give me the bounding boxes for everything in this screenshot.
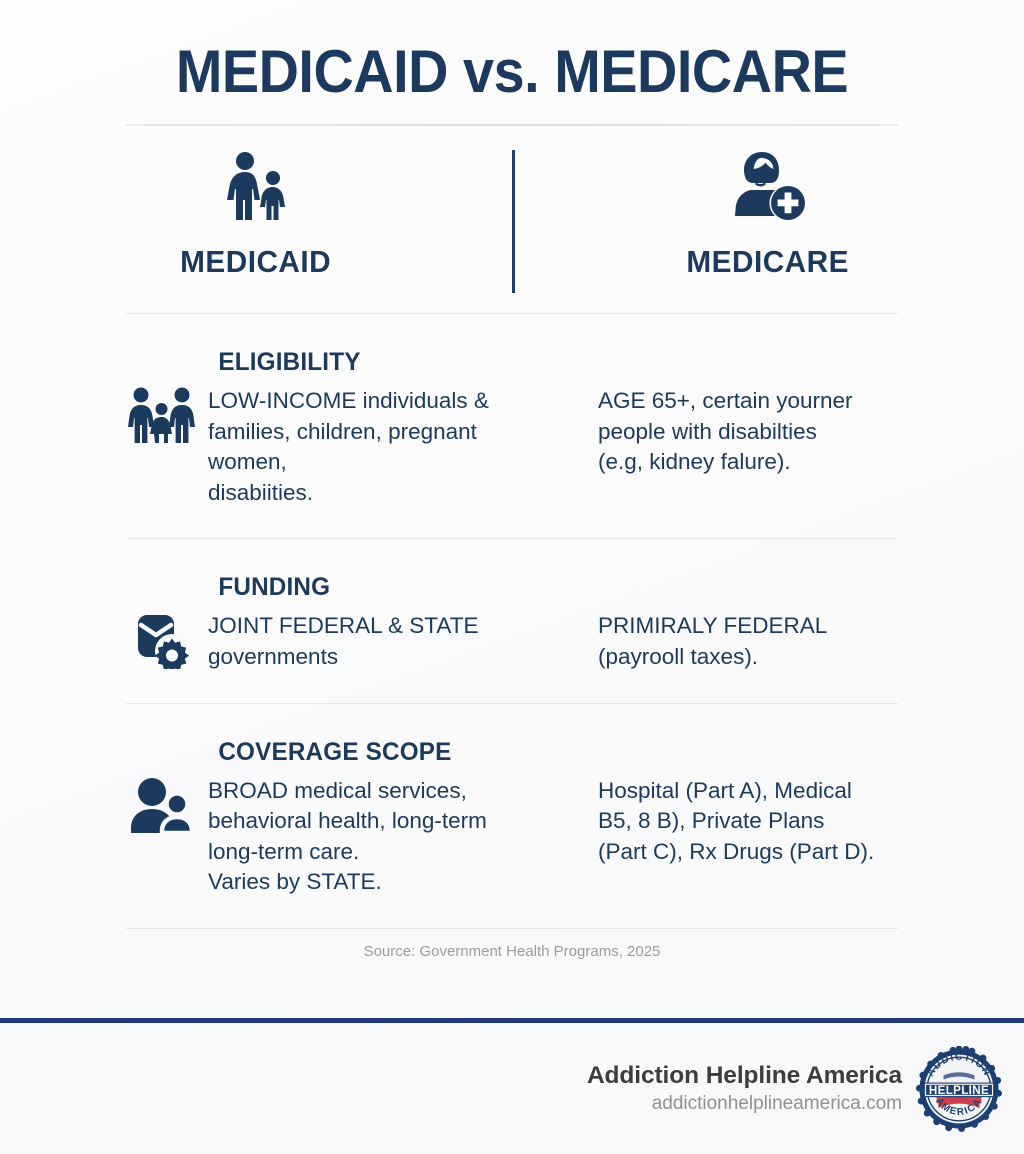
- addiction-helpline-america-seal-logo[interactable]: ADDICTION AMERICA HELPLINE: [916, 1045, 1002, 1132]
- row-cells-coverage-scope: BROAD medical services, behavioral healt…: [208, 776, 898, 898]
- footer-divider-bar: [0, 1018, 1024, 1023]
- title-underline-rule: [126, 124, 898, 126]
- row-title-funding: FUNDING: [218, 573, 331, 602]
- divider-below-headers: [126, 313, 898, 314]
- row-cells-funding: JOINT FEDERAL & STATE governments PRIMIR…: [208, 611, 898, 672]
- cell-funding-medicare: PRIMIRALY FEDERAL (payrooll taxes).: [598, 613, 828, 669]
- cell-coverage-scope-medicaid: BROAD medical services, behavioral healt…: [208, 777, 487, 895]
- divider-above-source: [126, 927, 898, 929]
- mother-and-child-icon: [217, 148, 295, 226]
- title-block: MEDICAID vs. MEDICARE: [0, 0, 1024, 126]
- brand-name: Addiction Helpline America: [586, 1062, 902, 1089]
- row-cells-eligibility: LOW-INCOME individuals & families, child…: [208, 386, 898, 508]
- cell-eligibility-medicaid: LOW-INCOME individuals & families, child…: [208, 388, 489, 505]
- brand-url[interactable]: addictionhelplineamerica.com: [651, 1093, 902, 1114]
- divider-after-funding: [126, 702, 898, 704]
- column-vertical-divider: [512, 150, 515, 293]
- briefcase-gear-icon: [126, 611, 198, 673]
- cell-funding-medicaid: JOINT FEDERAL & STATE governments: [208, 613, 479, 669]
- family-group-icon: [126, 386, 198, 448]
- column-label-medicare: MEDICARE: [686, 244, 850, 279]
- senior-with-medical-plus-icon: [728, 148, 808, 226]
- comparison-row-funding: FUNDING JOINT FEDERAL & STATE government…: [126, 539, 898, 702]
- column-headers: MEDICAID MEDICARE: [0, 148, 1024, 298]
- divider-after-eligibility: [126, 538, 898, 540]
- column-label-medicaid: MEDICAID: [180, 244, 332, 279]
- column-header-medicaid: MEDICAID: [0, 148, 512, 298]
- row-title-coverage-scope: COVERAGE SCOPE: [218, 737, 452, 766]
- comparison-row-eligibility: ELIGIBILITY LOW-INCOME individuals & fam…: [126, 314, 898, 538]
- cell-coverage-scope-medicare: Hospital (Part A), Medical B5, 8 B), Pri…: [598, 777, 875, 864]
- row-title-eligibility: ELIGIBILITY: [218, 348, 361, 376]
- footer-brand-text: Addiction Helpline America addictionhelp…: [587, 1062, 916, 1115]
- comparison-row-coverage-scope: COVERAGE SCOPE BROAD medical services, b…: [126, 704, 898, 928]
- logo-text-middle: HELPLINE: [929, 1083, 989, 1096]
- page-title: MEDICAID vs. MEDICARE: [175, 38, 849, 105]
- source-note: Source: Government Health Programs, 2025: [363, 942, 661, 960]
- two-people-icon: [126, 776, 198, 838]
- footer: Addiction Helpline America addictionhelp…: [0, 1023, 1024, 1154]
- column-header-medicare: MEDICARE: [512, 148, 1024, 298]
- cell-eligibility-medicare: AGE 65+, certain yourner people with dis…: [598, 388, 853, 475]
